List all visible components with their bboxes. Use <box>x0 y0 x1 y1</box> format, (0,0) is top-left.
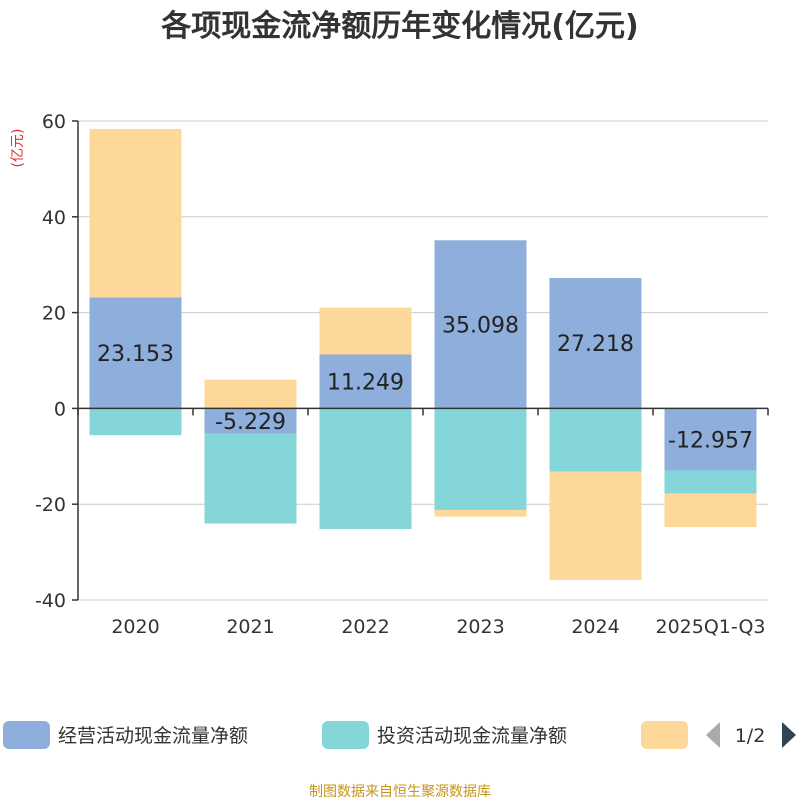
data-label: 35.098 <box>442 313 519 338</box>
y-tick-label: -40 <box>35 590 66 612</box>
x-tick-label: 2022 <box>341 616 389 638</box>
bar-segment <box>434 408 527 510</box>
y-tick-label: 20 <box>42 303 66 325</box>
legend-swatch <box>322 721 369 749</box>
x-tick-label: 2025Q1-Q3 <box>656 616 766 638</box>
y-tick-label: 60 <box>42 111 66 133</box>
bar-segment <box>89 408 182 436</box>
bar-segment <box>549 278 642 409</box>
y-tick-label: 0 <box>54 398 66 420</box>
bars <box>89 128 757 580</box>
data-label: 11.249 <box>327 370 404 395</box>
tick-labels: 60 40 20 0 -20 -40 2020 2021 2022 2023 2024 2025Q1-… <box>35 111 766 638</box>
x-tick-label: 2020 <box>111 616 159 638</box>
grid-lines <box>78 120 768 601</box>
bar-segment <box>434 240 527 409</box>
source-note: 制图数据来自恒生聚源数据库 <box>309 784 491 800</box>
y-tick-label: -20 <box>35 494 66 516</box>
y-axis-unit-label: (亿元) <box>10 129 26 168</box>
bar-segment <box>664 408 757 471</box>
data-label: -5.229 <box>215 410 286 435</box>
legend-pager: 1/2 <box>706 722 796 748</box>
axes <box>72 120 769 601</box>
data-labels: 23.153 -5.229 11.249 35.098 27.218 -12.957 <box>97 313 753 453</box>
x-tick-label: 2021 <box>226 616 274 638</box>
bar-segment <box>89 128 182 298</box>
x-tick-label: 2023 <box>456 616 504 638</box>
pager-next-icon[interactable] <box>782 722 796 748</box>
x-tick-label: 2024 <box>571 616 619 638</box>
bar-segment <box>549 408 642 472</box>
bar-segment <box>319 408 412 530</box>
legend-swatch <box>641 721 688 749</box>
bar-segment <box>549 471 642 580</box>
bar-segment <box>319 307 412 355</box>
data-label: -12.957 <box>668 428 753 453</box>
legend-swatch <box>3 721 50 749</box>
bar-segment <box>204 379 297 409</box>
bar-segment <box>664 470 757 494</box>
legend-label: 投资活动现金流量净额 <box>377 725 567 747</box>
data-label: 23.153 <box>97 342 174 367</box>
bar-segment <box>434 509 527 517</box>
bar-segment <box>89 297 182 409</box>
legend-label: 经营活动现金流量净额 <box>58 725 248 747</box>
bar-segment <box>664 493 757 527</box>
pager-label: 1/2 <box>735 725 766 747</box>
legend: 经营活动现金流量净额 投资活动现金流量净额 <box>3 721 688 749</box>
data-label: 27.218 <box>557 332 634 357</box>
y-tick-label: 40 <box>42 207 66 229</box>
pager-prev-icon[interactable] <box>706 722 720 748</box>
bar-segment <box>204 433 297 524</box>
chart-title: 各项现金流净额历年变化情况(亿元) <box>160 9 638 44</box>
bar-segment <box>319 354 412 409</box>
bar-segment <box>204 408 297 434</box>
